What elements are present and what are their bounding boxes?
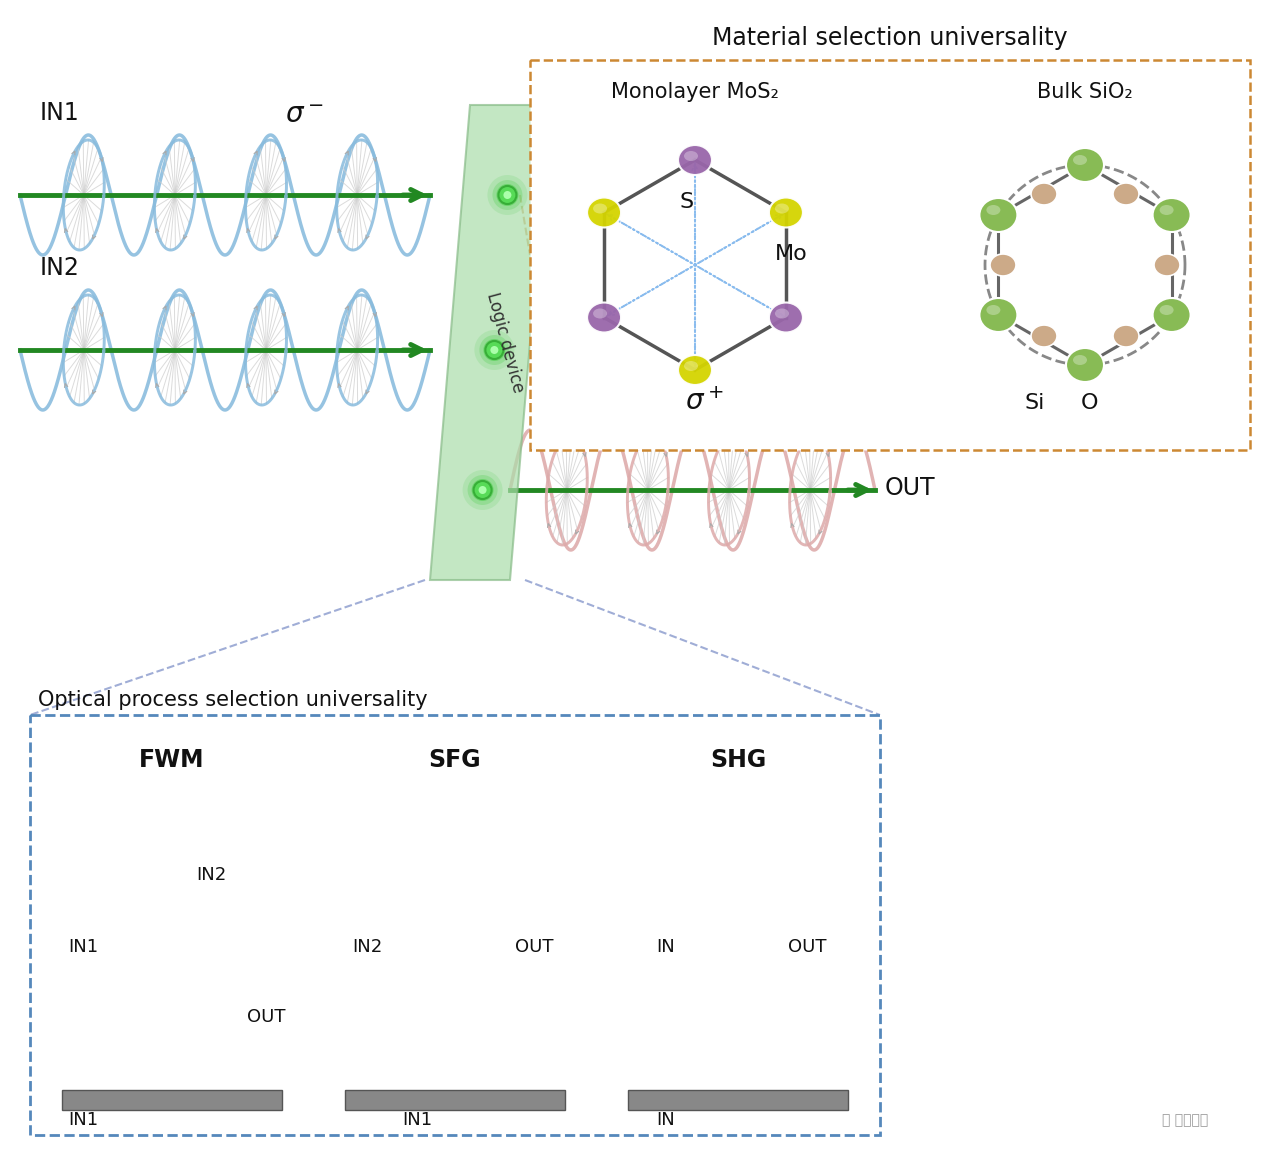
Circle shape [479,486,486,494]
Text: Bulk SiO₂: Bulk SiO₂ [1037,82,1133,102]
Ellipse shape [1073,154,1087,165]
Text: FWM: FWM [140,748,205,772]
Text: Monolayer MoS₂: Monolayer MoS₂ [611,82,780,102]
Text: S: S [680,192,694,212]
FancyBboxPatch shape [29,715,881,1135]
Ellipse shape [979,298,1018,332]
Ellipse shape [588,198,621,227]
Circle shape [484,339,506,362]
Text: IN2: IN2 [197,866,227,885]
Ellipse shape [774,204,788,213]
Circle shape [498,186,516,204]
Ellipse shape [1030,183,1057,205]
Ellipse shape [588,303,621,332]
Ellipse shape [1160,305,1174,315]
Ellipse shape [1066,147,1103,183]
Text: OUT: OUT [247,1009,285,1026]
Circle shape [471,479,494,501]
FancyBboxPatch shape [628,1090,849,1110]
Text: IN: IN [657,938,676,957]
Text: IN2: IN2 [40,256,79,280]
Ellipse shape [989,254,1016,276]
Text: OUT: OUT [515,938,553,957]
Text: IN1: IN1 [402,1112,433,1129]
Text: Optical process selection universality: Optical process selection universality [38,690,428,710]
Text: OUT: OUT [788,938,827,957]
Ellipse shape [1160,205,1174,215]
Ellipse shape [1114,325,1139,347]
Circle shape [497,184,518,206]
FancyBboxPatch shape [61,1090,282,1110]
Circle shape [488,176,527,215]
Ellipse shape [684,362,698,371]
Text: Mo: Mo [774,245,808,264]
Ellipse shape [1152,198,1190,232]
Text: 🐾 光行天下: 🐾 光行天下 [1162,1113,1208,1127]
Text: Si: Si [1025,393,1046,413]
FancyBboxPatch shape [346,1090,564,1110]
Ellipse shape [1066,347,1103,381]
Circle shape [493,180,522,209]
FancyBboxPatch shape [530,60,1251,450]
Text: Material selection universality: Material selection universality [712,26,1068,50]
Ellipse shape [678,145,712,176]
Ellipse shape [1114,183,1139,205]
Ellipse shape [769,198,803,227]
Text: IN: IN [657,1112,676,1129]
Circle shape [490,346,498,355]
Ellipse shape [987,205,1001,215]
Text: SFG: SFG [429,748,481,772]
Ellipse shape [987,305,1001,315]
Text: $\sigma^+$: $\sigma^+$ [685,388,724,417]
Circle shape [503,191,512,199]
Ellipse shape [774,309,788,318]
Text: IN2: IN2 [352,938,381,957]
Ellipse shape [979,198,1018,232]
Text: Logic device: Logic device [483,290,527,394]
Circle shape [480,335,509,365]
Ellipse shape [593,309,607,318]
Text: SHG: SHG [710,748,767,772]
Polygon shape [430,105,550,580]
Circle shape [485,340,503,359]
Circle shape [462,470,503,510]
Ellipse shape [593,204,607,213]
Text: OUT: OUT [884,476,936,500]
Circle shape [474,481,492,498]
Text: IN1: IN1 [69,1112,99,1129]
Ellipse shape [1152,298,1190,332]
Ellipse shape [769,303,803,332]
Ellipse shape [1155,254,1180,276]
Ellipse shape [1030,325,1057,347]
Text: $\sigma^-$: $\sigma^-$ [285,101,324,129]
Ellipse shape [678,355,712,385]
Circle shape [467,475,498,505]
Ellipse shape [684,151,698,161]
Text: IN1: IN1 [40,101,79,125]
Text: IN1: IN1 [69,938,99,957]
Circle shape [475,330,515,370]
Text: O: O [1082,393,1098,413]
Ellipse shape [1073,355,1087,365]
